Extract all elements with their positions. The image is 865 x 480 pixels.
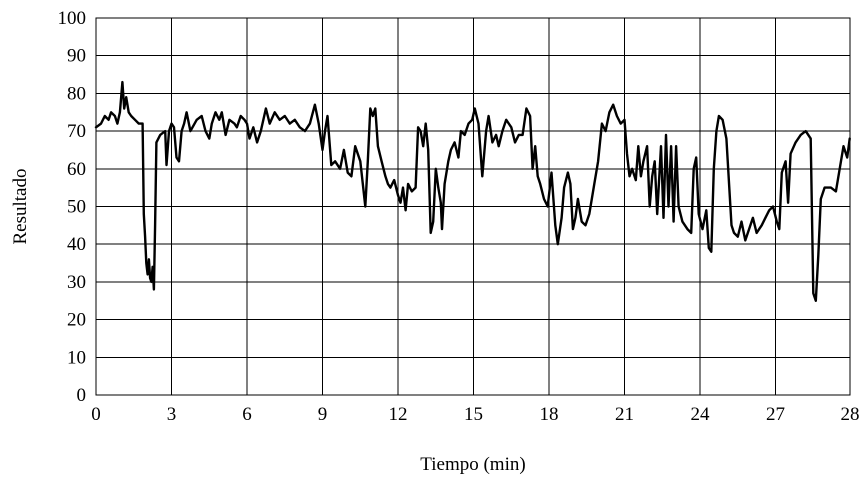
y-tick-label: 80 [67, 83, 86, 104]
x-tick-label: 9 [318, 404, 328, 425]
y-tick-label: 50 [67, 197, 86, 218]
tick-labels: 0 10 20 30 40 50 60 70 80 90 100 0 3 6 9 12 15 18 21 24 27 28 [58, 8, 860, 425]
x-axis-title: Tiempo (min) [420, 454, 525, 475]
y-tick-label: 0 [77, 385, 87, 406]
grid [95, 17, 851, 396]
y-tick-label: 10 [67, 347, 86, 368]
x-tick-label: 24 [691, 404, 711, 425]
y-tick-label: 20 [67, 310, 86, 331]
x-tick-label: 6 [242, 404, 252, 425]
x-tick-label: 28 [841, 404, 860, 425]
x-tick-label: 21 [615, 404, 634, 425]
y-tick-label: 70 [67, 121, 86, 142]
x-tick-label: 15 [464, 404, 483, 425]
series-line [94, 80, 851, 302]
x-tick-label: 18 [540, 404, 559, 425]
y-tick-label: 90 [67, 46, 86, 67]
y-axis-title: Resultado [10, 169, 31, 245]
y-tick-label: 60 [67, 159, 86, 180]
y-tick-label: 30 [67, 272, 86, 293]
y-tick-label: 100 [58, 8, 87, 29]
series-layer [94, 80, 851, 302]
x-tick-label: 3 [167, 404, 177, 425]
y-tick-label: 40 [67, 234, 86, 255]
plot-frame [95, 17, 851, 396]
x-tick-label: 12 [389, 404, 408, 425]
x-tick-label: 0 [91, 404, 101, 425]
x-tick-label: 27 [766, 404, 785, 425]
